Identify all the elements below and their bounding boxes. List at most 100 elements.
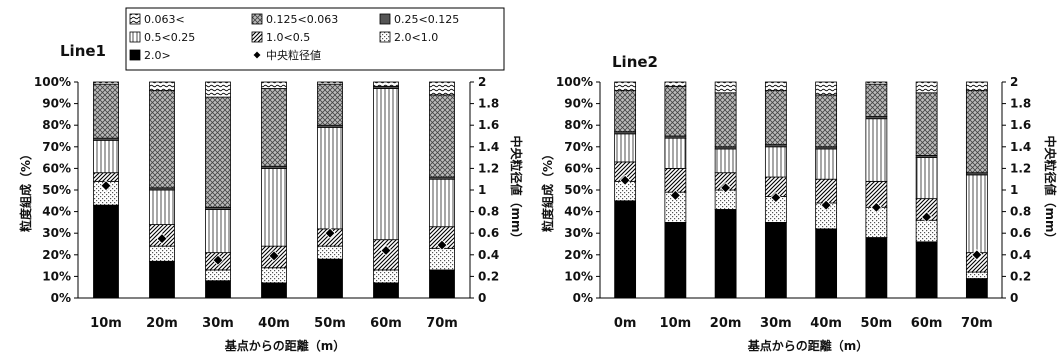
- x-tick-label: 60m: [370, 316, 402, 331]
- x-tick-label: 40m: [258, 316, 290, 331]
- bar-segment: [815, 178, 838, 204]
- bar-segment: [317, 81, 343, 85]
- x-tick-label: 40m: [810, 316, 842, 331]
- y-tick-label: 60%: [564, 161, 593, 175]
- median-point: [212, 254, 224, 266]
- y2-tick-label: 0.4: [478, 248, 499, 262]
- stacked-bar: [261, 81, 287, 299]
- bar-segment: [815, 81, 838, 96]
- y2-tick-label: 1: [1010, 183, 1018, 197]
- bar-segment: [205, 280, 231, 299]
- stacked-bar: [965, 81, 988, 299]
- bar-segment: [93, 83, 119, 139]
- y2-tick-label: 1.4: [478, 140, 499, 154]
- x-tick-label: 10m: [660, 316, 692, 331]
- y2-axis-title: 中央粒径値（mm）: [1043, 135, 1058, 244]
- legend-swatch: [379, 31, 391, 43]
- x-tick-label: 50m: [861, 316, 893, 331]
- bar-segment: [373, 88, 399, 241]
- legend-swatch: [379, 13, 391, 25]
- bar-segment: [205, 81, 231, 98]
- y2-tick-label: 1.2: [1010, 161, 1031, 175]
- stacked-bar: [664, 81, 687, 299]
- bar-segment: [664, 85, 687, 137]
- bar-segment: [915, 219, 938, 243]
- y-tick-label: 0%: [51, 291, 71, 305]
- legend-swatch: [251, 31, 263, 43]
- y-tick-label: 70%: [42, 140, 71, 154]
- legend-item: 1.0<0.5: [251, 31, 310, 44]
- x-tick-label: 30m: [202, 316, 234, 331]
- y-axis-title: 粒度組成（%）: [18, 148, 33, 232]
- x-tick-label: 10m: [90, 316, 122, 331]
- bar-segment: [865, 118, 888, 182]
- bar-segment: [429, 94, 455, 178]
- median-point: [436, 239, 448, 251]
- legend-label: 0.25<0.125: [394, 13, 459, 26]
- bar-segment: [93, 81, 119, 85]
- y2-tick-label: 0.6: [1010, 226, 1031, 240]
- bar-segment: [205, 209, 231, 254]
- y-tick-label: 50%: [564, 183, 593, 197]
- y-tick-label: 20%: [42, 248, 71, 262]
- chart-title: Line1: [60, 42, 106, 60]
- y-tick-label: 10%: [564, 269, 593, 283]
- x-tick-label: 20m: [146, 316, 178, 331]
- bar-segment: [149, 245, 175, 262]
- y2-tick-label: 1.8: [1010, 97, 1031, 111]
- bar-segment: [865, 237, 888, 299]
- y2-tick-label: 0.2: [1010, 269, 1031, 283]
- legend-item: 0.25<0.125: [379, 13, 459, 26]
- bar-segment: [865, 83, 888, 117]
- bar-segment: [764, 221, 787, 299]
- legend-swatch: [129, 49, 141, 61]
- bar-segment: [317, 126, 343, 230]
- bar-segment: [149, 90, 175, 189]
- bar-segment: [149, 81, 175, 92]
- legend-marker-icon: [252, 50, 262, 60]
- bar-segment: [373, 81, 399, 87]
- bar-segment: [965, 90, 988, 174]
- legend-swatch: [251, 13, 263, 25]
- x-tick-label: 30m: [760, 316, 792, 331]
- bar-segment: [664, 167, 687, 193]
- y2-tick-label: 0.8: [1010, 205, 1031, 219]
- bar-segment: [965, 278, 988, 299]
- x-axis-title: 基点からの距離（m）: [224, 338, 346, 353]
- legend: 0.063< 0.125<0.063 0.25<0.125 0.5<0.25 1.0<0…: [125, 7, 505, 71]
- y-tick-label: 0%: [573, 291, 593, 305]
- x-tick-label: 0m: [614, 316, 637, 331]
- legend-item: 0.063<: [129, 13, 185, 26]
- x-tick-label: 70m: [961, 316, 993, 331]
- bar-segment: [815, 94, 838, 148]
- median-point: [380, 244, 392, 257]
- y2-tick-label: 1.4: [1010, 140, 1031, 154]
- median-point: [100, 180, 112, 192]
- y2-tick-label: 1: [478, 183, 486, 197]
- y2-tick-label: 0: [478, 291, 486, 305]
- legend-item: 0.125<0.063: [251, 13, 338, 26]
- bar-segment: [205, 269, 231, 282]
- bar-segment: [373, 269, 399, 284]
- bar-segment: [261, 81, 287, 89]
- bar-segment: [429, 178, 455, 228]
- bar-segment: [205, 96, 231, 208]
- y-tick-label: 20%: [564, 248, 593, 262]
- bar-segment: [915, 81, 938, 94]
- bar-segment: [815, 228, 838, 299]
- legend-label: 0.063<: [144, 13, 185, 26]
- y-tick-label: 90%: [42, 97, 71, 111]
- median-point: [669, 189, 681, 201]
- legend-label: 1.0<0.5: [266, 31, 310, 44]
- x-tick-label: 70m: [426, 316, 458, 331]
- legend-label: 2.0>: [144, 49, 171, 62]
- legend-swatch: [129, 31, 141, 43]
- bar-segment: [373, 282, 399, 299]
- stacked-bar: [373, 81, 399, 299]
- bar-segment: [714, 92, 737, 148]
- x-axis-title: 基点からの距離（m）: [747, 338, 869, 353]
- bar-segment: [915, 92, 938, 156]
- stacked-bar: [865, 81, 888, 299]
- chart-title: Line2: [612, 53, 658, 71]
